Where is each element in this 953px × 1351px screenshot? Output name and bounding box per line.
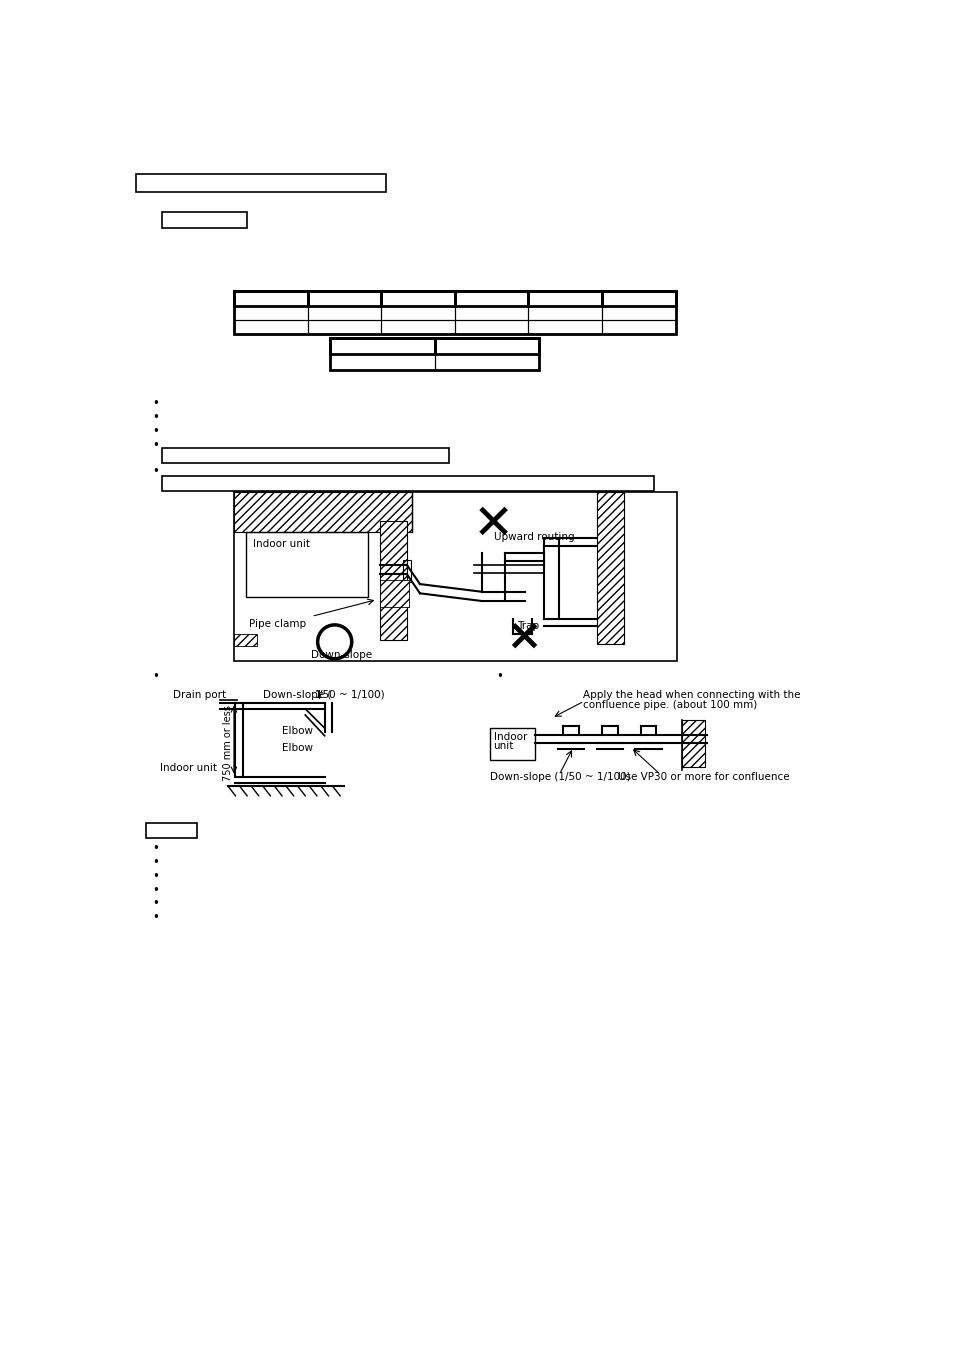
Text: Down-slope: Down-slope — [311, 650, 373, 659]
Text: unit: unit — [493, 742, 514, 751]
Bar — [601, 292, 675, 305]
Text: Down-slope (: Down-slope ( — [262, 689, 331, 700]
Text: Elbow: Elbow — [282, 725, 313, 736]
Bar — [596, 492, 623, 644]
Bar — [381, 292, 455, 305]
Bar — [528, 320, 601, 334]
Bar — [381, 305, 455, 320]
Text: •: • — [152, 397, 158, 409]
Text: •: • — [497, 670, 503, 684]
Text: •: • — [152, 411, 158, 424]
Text: •: • — [152, 424, 158, 438]
Bar — [330, 338, 435, 354]
Text: Apply the head when connecting with the: Apply the head when connecting with the — [582, 689, 800, 700]
Bar — [162, 476, 654, 490]
Text: Elbow: Elbow — [282, 743, 313, 754]
Bar — [162, 212, 247, 227]
Bar — [330, 354, 435, 370]
Bar — [379, 580, 409, 607]
Text: •: • — [152, 439, 158, 451]
Bar — [162, 447, 448, 463]
Text: Upward routing: Upward routing — [493, 532, 574, 542]
Bar — [233, 292, 675, 334]
Bar — [233, 292, 307, 305]
Bar — [330, 338, 538, 370]
Text: Indoor unit: Indoor unit — [159, 763, 216, 773]
Text: /50 ~ 1/100): /50 ~ 1/100) — [319, 689, 384, 700]
Text: Indoor unit: Indoor unit — [253, 539, 310, 550]
Text: 750 mm or less: 750 mm or less — [222, 705, 233, 781]
Bar — [245, 532, 368, 597]
Bar — [233, 634, 257, 646]
Text: •: • — [152, 857, 158, 869]
Bar — [489, 728, 534, 761]
Bar — [455, 320, 528, 334]
Text: •: • — [152, 670, 158, 684]
Bar — [528, 292, 601, 305]
Bar — [307, 305, 381, 320]
Text: •: • — [152, 842, 158, 855]
Bar — [681, 720, 704, 766]
Bar — [233, 305, 307, 320]
Bar — [528, 305, 601, 320]
Text: 1: 1 — [314, 689, 321, 700]
Text: •: • — [152, 912, 158, 924]
Text: confluence pipe. (about 100 mm): confluence pipe. (about 100 mm) — [582, 700, 756, 709]
Bar — [601, 305, 675, 320]
Bar — [601, 320, 675, 334]
Text: Indoor: Indoor — [493, 732, 526, 742]
Bar — [455, 292, 528, 305]
Bar — [307, 320, 381, 334]
Bar — [379, 521, 406, 640]
Text: •: • — [152, 884, 158, 897]
Text: Down-slope (1/50 ~ 1/100): Down-slope (1/50 ~ 1/100) — [489, 771, 630, 782]
Text: Trap: Trap — [517, 621, 538, 631]
Text: Pipe clamp: Pipe clamp — [249, 619, 306, 628]
Bar — [455, 305, 528, 320]
Bar — [435, 338, 538, 354]
Bar — [136, 174, 385, 192]
Bar — [402, 561, 410, 582]
Text: •: • — [152, 897, 158, 911]
Text: Use VP30 or more for confluence: Use VP30 or more for confluence — [617, 771, 788, 782]
Bar — [435, 354, 538, 370]
Bar — [307, 292, 381, 305]
Bar — [233, 320, 307, 334]
Text: •: • — [152, 465, 158, 478]
Bar — [146, 823, 196, 838]
Text: Drain port: Drain port — [173, 689, 227, 700]
Bar — [233, 492, 677, 661]
Text: •: • — [152, 870, 158, 882]
Bar — [233, 492, 412, 532]
Bar — [381, 320, 455, 334]
